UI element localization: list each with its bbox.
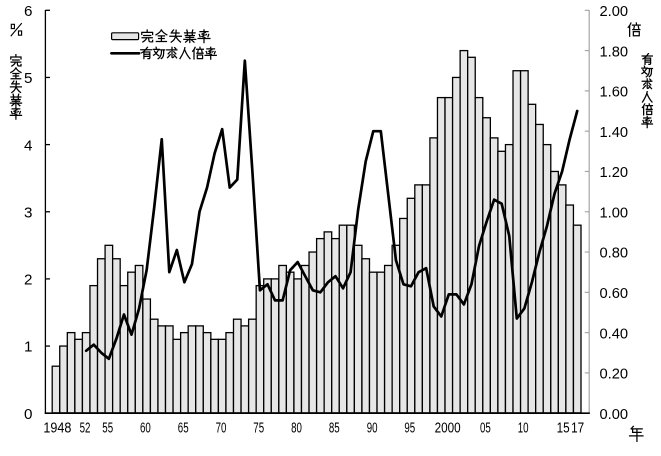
svg-text:65: 65 [178,420,189,437]
svg-text:05: 05 [480,420,491,437]
svg-text:95: 95 [404,420,415,437]
svg-text:70: 70 [216,420,227,437]
svg-text:0.60: 0.60 [600,285,629,302]
svg-text:85: 85 [329,420,340,437]
svg-text:55: 55 [102,420,113,437]
svg-text:2: 2 [24,272,32,289]
svg-text:60: 60 [140,420,151,437]
svg-text:1.40: 1.40 [600,124,629,141]
svg-text:1.00: 1.00 [600,204,629,221]
svg-text:0.20: 0.20 [600,366,629,383]
svg-text:2000: 2000 [435,420,461,437]
svg-text:1.20: 1.20 [600,164,629,181]
svg-text:80: 80 [291,420,302,437]
svg-text:0.40: 0.40 [600,325,629,342]
svg-text:17: 17 [571,420,584,437]
svg-text:52: 52 [80,420,91,437]
svg-text:3: 3 [24,204,32,221]
svg-text:90: 90 [367,420,378,437]
svg-text:4: 4 [24,137,32,154]
svg-text:0: 0 [24,406,32,423]
svg-text:10: 10 [518,420,529,437]
svg-text:1.60: 1.60 [600,84,629,101]
svg-text:1.80: 1.80 [600,43,629,60]
svg-text:5: 5 [24,70,32,87]
svg-text:0.80: 0.80 [600,245,629,262]
svg-text:1948: 1948 [43,420,71,437]
svg-text:15: 15 [557,420,570,437]
svg-text:0.00: 0.00 [600,406,629,423]
svg-text:1: 1 [24,339,32,356]
svg-text:6: 6 [24,3,32,20]
svg-text:2.00: 2.00 [600,3,629,20]
svg-text:75: 75 [253,420,264,437]
